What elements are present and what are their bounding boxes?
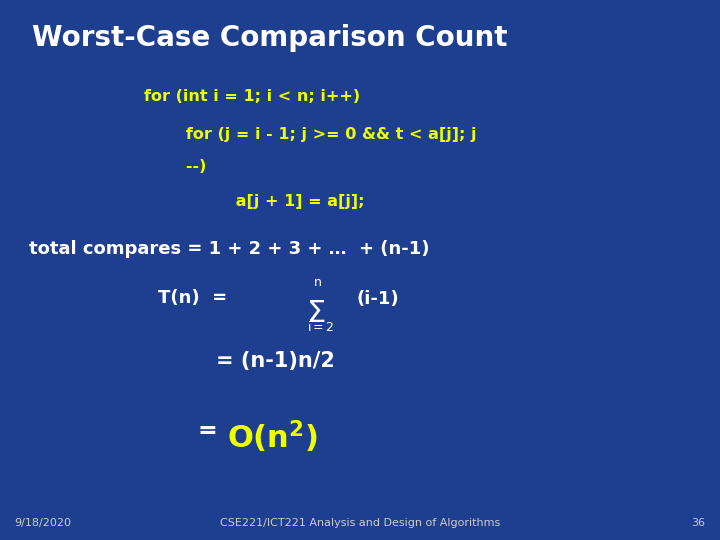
Text: =: = bbox=[198, 418, 226, 442]
Text: 36: 36 bbox=[692, 518, 706, 528]
Text: $\mathregular{n}$: $\mathregular{n}$ bbox=[313, 276, 322, 289]
Text: 9/18/2020: 9/18/2020 bbox=[14, 518, 71, 528]
Text: CSE221/ICT221 Analysis and Design of Algorithms: CSE221/ICT221 Analysis and Design of Alg… bbox=[220, 518, 500, 528]
Text: $\mathbf{O(n^2)}$: $\mathbf{O(n^2)}$ bbox=[227, 418, 318, 455]
Text: for (int i = 1; i < n; i++): for (int i = 1; i < n; i++) bbox=[144, 89, 360, 104]
Text: = (n-1)n/2: = (n-1)n/2 bbox=[216, 351, 335, 371]
Text: total compares = 1 + 2 + 3 + …  + (n-1): total compares = 1 + 2 + 3 + … + (n-1) bbox=[29, 240, 429, 258]
Text: T(n)  =: T(n) = bbox=[158, 289, 228, 307]
Text: for (j = i - 1; j >= 0 && t < a[j]; j: for (j = i - 1; j >= 0 && t < a[j]; j bbox=[169, 127, 477, 142]
Text: Worst-Case Comparison Count: Worst-Case Comparison Count bbox=[32, 24, 508, 52]
Text: $\Sigma$: $\Sigma$ bbox=[306, 299, 325, 328]
Text: --): --) bbox=[169, 159, 207, 174]
Text: $\mathregular{i=2}$: $\mathregular{i=2}$ bbox=[307, 320, 335, 334]
Text: (i-1): (i-1) bbox=[356, 290, 399, 308]
Text: a[j + 1] = a[j];: a[j + 1] = a[j]; bbox=[202, 194, 364, 210]
